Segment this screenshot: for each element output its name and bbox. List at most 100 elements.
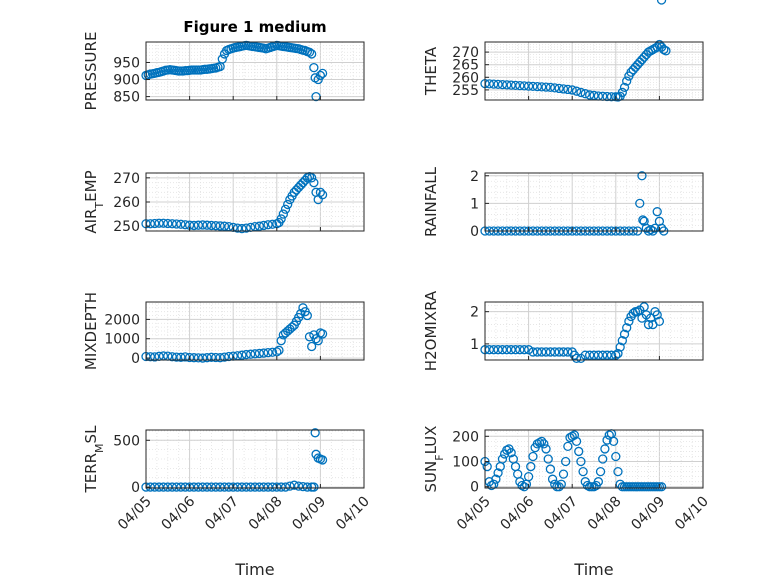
data-point — [317, 68, 328, 79]
data-point — [576, 456, 586, 467]
data-point — [489, 345, 499, 355]
data-point — [278, 209, 288, 219]
data-point — [523, 472, 534, 482]
y-tick-label: 100 — [452, 455, 479, 471]
data-point — [615, 342, 625, 352]
data-point — [245, 482, 256, 492]
data-point — [652, 207, 662, 217]
data-point — [558, 469, 569, 479]
data-point — [167, 219, 177, 229]
data-point — [519, 81, 529, 91]
data-point — [539, 439, 549, 449]
data-point — [206, 220, 217, 231]
data-point — [211, 482, 221, 492]
data-point — [506, 80, 516, 90]
subplot-h2omixra: 1 2 H2OMIXRA — [422, 0, 704, 371]
data-point — [582, 480, 593, 491]
data-point — [215, 353, 225, 363]
data-point — [550, 83, 560, 93]
ylabel-sun-flux: SUNFLUX — [422, 426, 446, 493]
data-point — [317, 329, 328, 339]
data-point — [219, 221, 230, 231]
data-point — [241, 223, 251, 233]
data-point — [317, 455, 328, 465]
data-point — [193, 220, 203, 230]
data-point — [571, 86, 582, 96]
data-point — [613, 466, 623, 477]
data-point — [254, 221, 265, 231]
ylabel-rainfall: RAINFALL — [422, 166, 440, 237]
data-point — [497, 79, 508, 90]
y-tick-label: 850 — [113, 90, 140, 106]
data-point — [497, 345, 508, 355]
data-point — [283, 199, 293, 210]
data-point — [254, 348, 265, 359]
data-point — [593, 477, 604, 487]
data-point — [659, 44, 669, 55]
data-point — [532, 81, 542, 92]
ylabel-h2omixra: H2OMIXRA — [422, 290, 440, 371]
y-tick-label: 255 — [452, 83, 479, 99]
data-point — [167, 482, 177, 492]
data-point — [176, 219, 186, 229]
axes-box — [145, 429, 365, 489]
data-point — [245, 349, 256, 359]
data-point — [150, 482, 160, 492]
data-point — [167, 352, 177, 362]
data-point — [307, 49, 317, 59]
data-point — [289, 480, 299, 490]
data-point — [198, 220, 208, 230]
data-point — [150, 218, 160, 229]
data-point — [193, 353, 203, 363]
data-point — [497, 454, 508, 464]
data-point — [637, 171, 647, 181]
data-point — [171, 219, 182, 229]
data-point — [309, 178, 319, 188]
data-point — [608, 436, 619, 446]
data-point — [656, 482, 667, 492]
y-tick-label: 1 — [470, 196, 479, 212]
y-tick-label: 0 — [470, 480, 479, 496]
data-point — [611, 451, 621, 462]
data-point — [176, 482, 186, 492]
data-point — [307, 173, 317, 183]
data-point — [202, 482, 212, 492]
chart-title: Figure 1 medium — [183, 18, 326, 36]
data-point — [198, 353, 208, 363]
data-point — [584, 350, 595, 360]
axes-box — [484, 172, 704, 232]
data-point — [315, 187, 326, 197]
ylabel-mixdepth: MIXDEPTH — [82, 292, 100, 370]
xlabel: Time — [234, 560, 274, 579]
data-point — [310, 428, 320, 438]
data-point — [523, 345, 534, 355]
data-point — [619, 82, 630, 93]
data-point — [150, 352, 160, 362]
data-point — [563, 84, 573, 95]
data-point — [193, 482, 203, 492]
data-point — [519, 345, 529, 355]
data-point — [534, 437, 545, 448]
data-point — [574, 446, 584, 457]
data-point — [598, 350, 608, 360]
data-point — [206, 352, 217, 362]
data-point — [654, 316, 665, 326]
data-point — [528, 451, 538, 462]
data-point — [578, 466, 588, 477]
data-point — [580, 350, 590, 360]
y-tick-label: 250 — [113, 219, 140, 235]
data-point — [550, 347, 560, 357]
data-point — [532, 347, 542, 357]
ylabel-theta: THETA — [422, 46, 440, 96]
data-point — [276, 336, 286, 346]
data-point — [171, 352, 182, 362]
data-point — [656, 0, 667, 5]
data-point — [554, 482, 564, 492]
data-point — [315, 70, 326, 81]
y-tick-label: 270 — [452, 45, 479, 61]
data-point — [198, 482, 208, 492]
